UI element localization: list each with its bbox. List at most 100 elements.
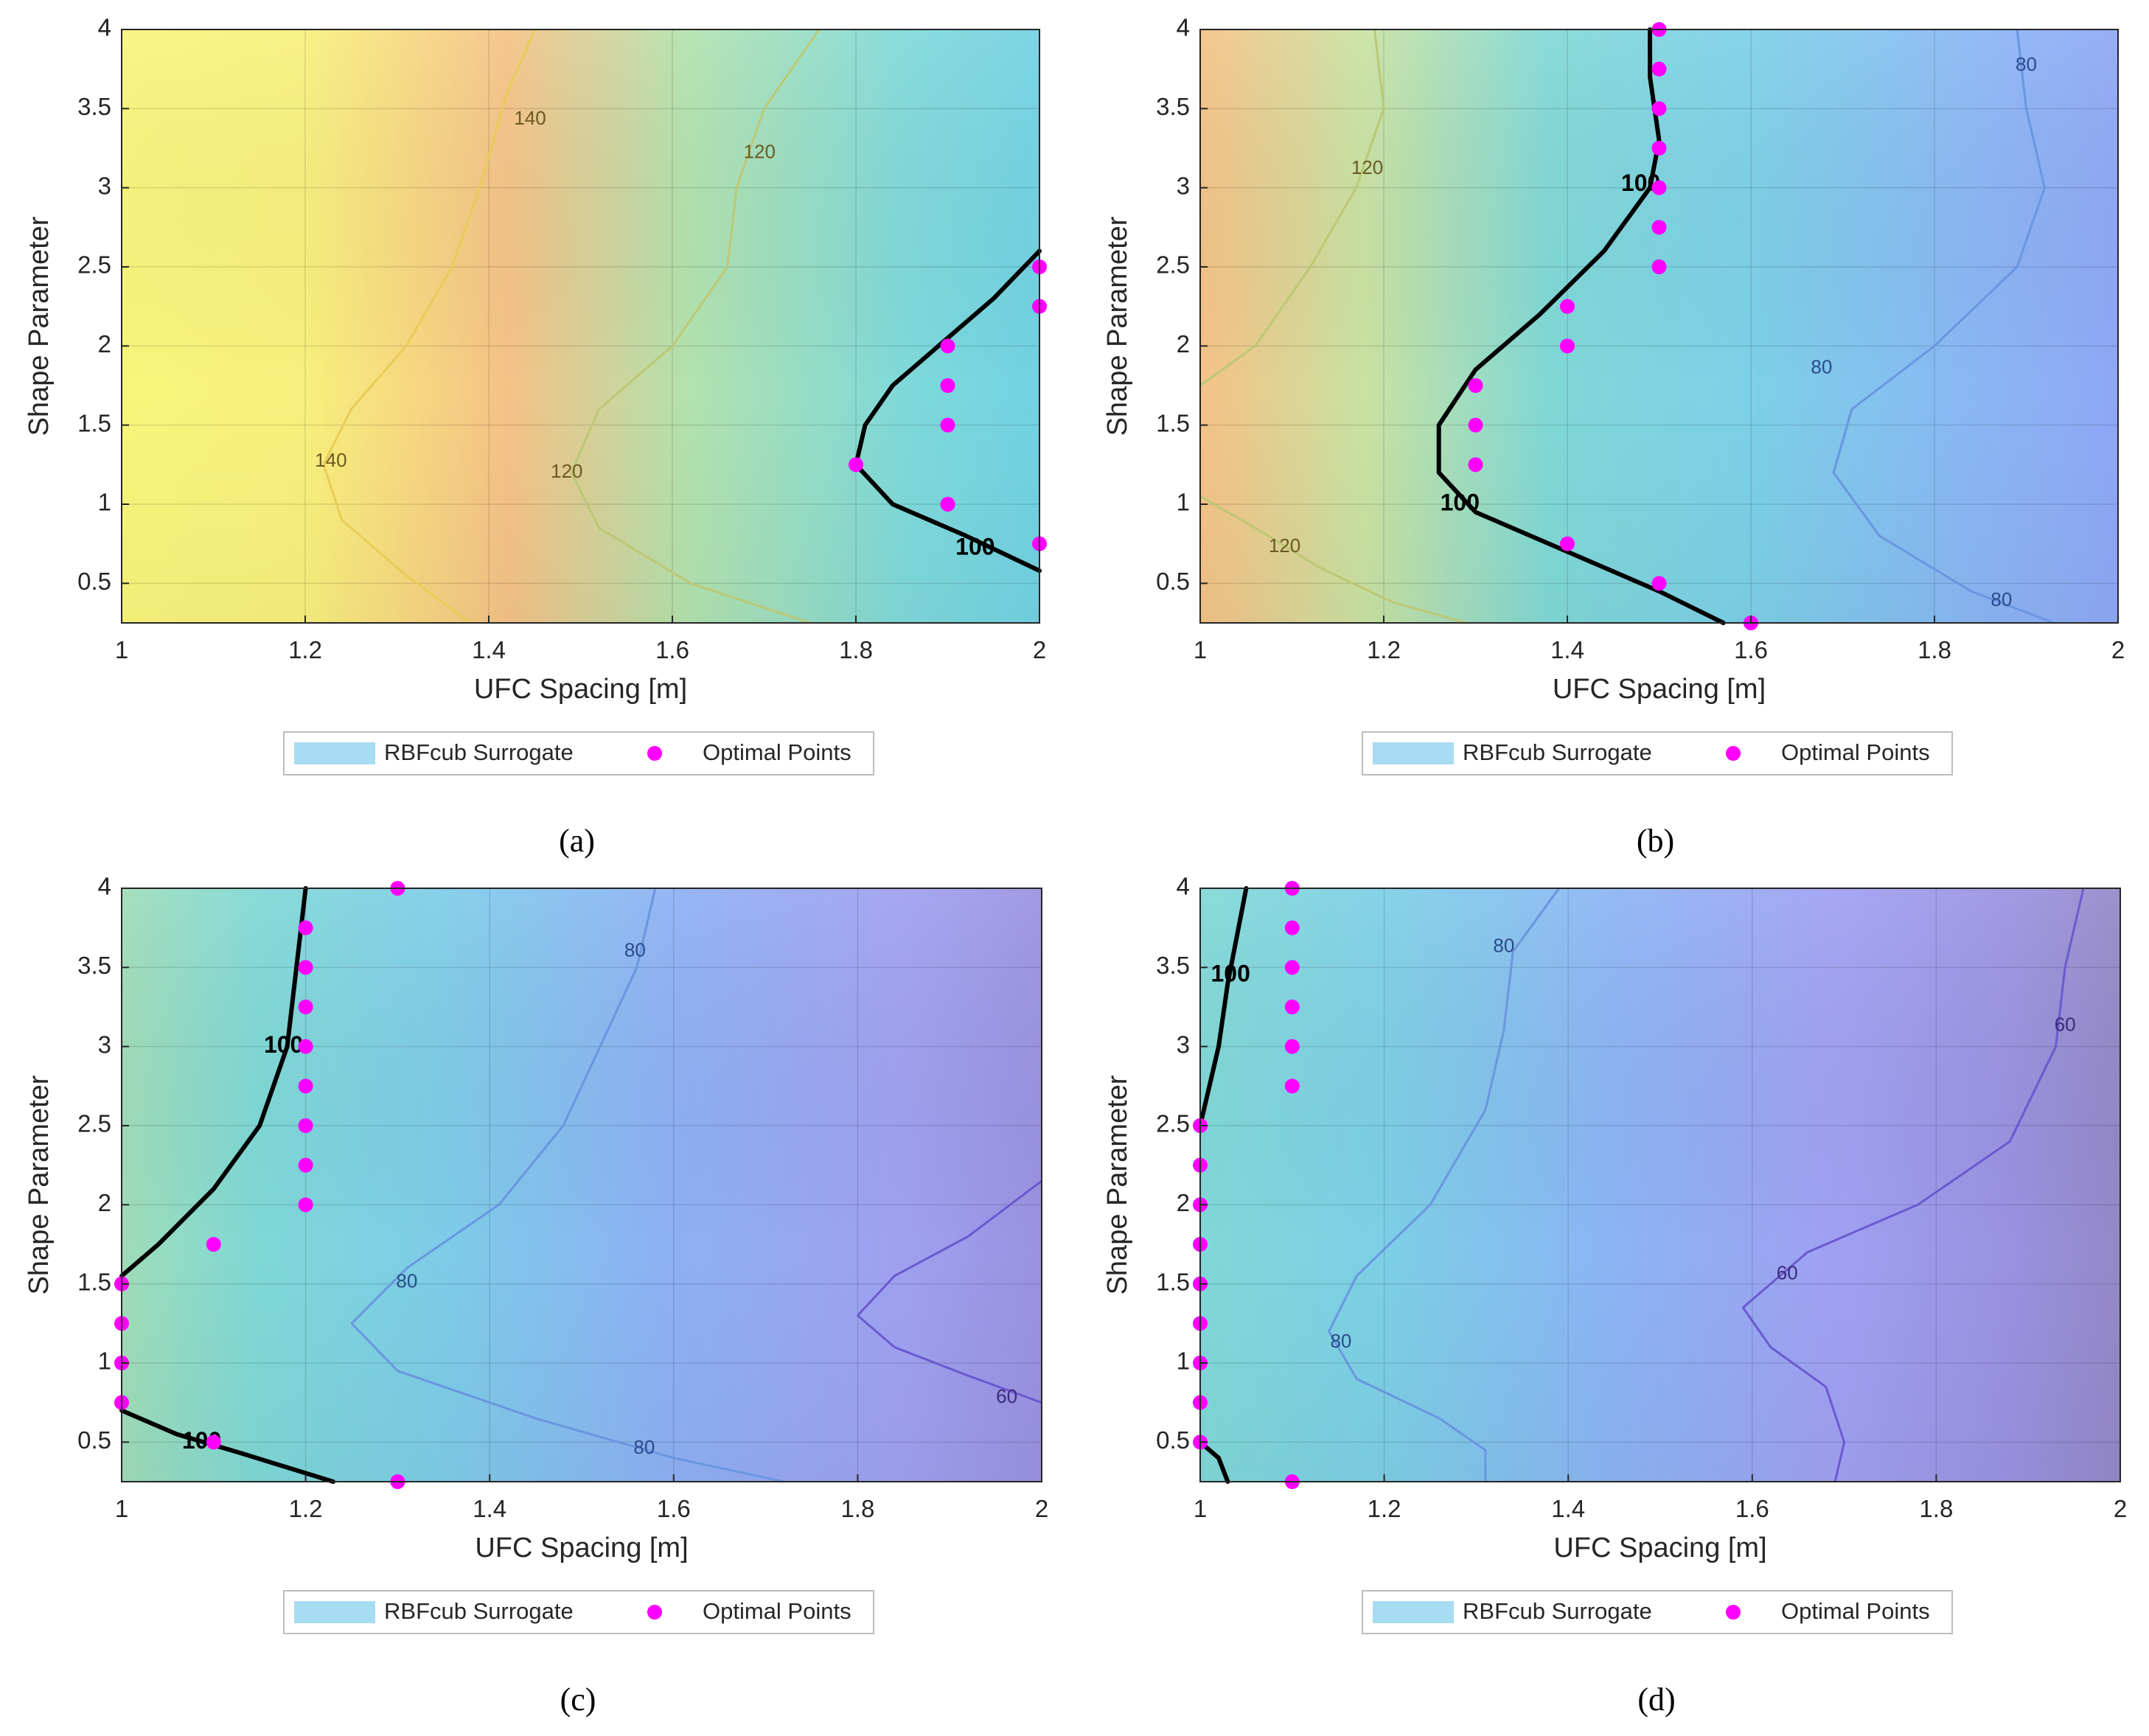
contour-label: 120 xyxy=(1269,534,1300,557)
optimal-point xyxy=(1284,1078,1300,1094)
contour-label: 80 xyxy=(633,1436,655,1458)
boundary-label: 100 xyxy=(1441,489,1480,515)
x-tick-label: 1.6 xyxy=(1735,1495,1769,1522)
y-tick-label: 1.5 xyxy=(1156,409,1190,436)
optimal-point xyxy=(1468,417,1483,433)
legend-point-marker xyxy=(647,1605,662,1620)
contour-label: 140 xyxy=(514,107,546,129)
x-tick-label: 1.2 xyxy=(289,1495,323,1522)
optimal-point xyxy=(1468,378,1483,393)
contour-label: 80 xyxy=(624,939,646,961)
y-tick-label: 0.5 xyxy=(1156,1426,1190,1454)
contour-line-140 xyxy=(322,29,536,624)
legend-surrogate-swatch xyxy=(294,742,375,764)
y-tick-label: 2.5 xyxy=(1156,1110,1190,1137)
y-tick-label: 2.5 xyxy=(77,251,111,279)
legend-points-label: Optimal Points xyxy=(703,1598,851,1624)
contour-label: 140 xyxy=(315,449,346,471)
surface-shading xyxy=(122,888,1042,1482)
y-tick-label: 2 xyxy=(1177,330,1190,358)
y-tick-label: 1 xyxy=(1177,489,1190,516)
x-tick-label: 1.2 xyxy=(288,636,322,663)
optimal-point xyxy=(1651,576,1667,591)
contour-line-120 xyxy=(1199,495,1467,624)
optimal-point xyxy=(1651,180,1667,195)
optimal-point xyxy=(1651,141,1667,156)
x-tick-label: 1 xyxy=(1194,636,1207,663)
x-axis-label: UFC Spacing [m] xyxy=(475,1533,688,1564)
legend-point-marker xyxy=(1726,1605,1741,1620)
panel-d: 80 80 60 60 100 1 1.2 1.4 1.6 1.8 2 4 0.5 1 1.5 2 2.5 3 3.… xyxy=(1102,873,2127,1718)
x-tick-label: 1 xyxy=(115,636,128,663)
y-axis-label: Shape Parameter xyxy=(24,1075,55,1294)
surface-shading xyxy=(122,29,1039,623)
legend-point-marker xyxy=(647,746,662,761)
surface-shading xyxy=(1200,888,2120,1482)
legend-points-label: Optimal Points xyxy=(703,739,851,765)
optimal-point xyxy=(1284,1039,1300,1054)
axes-frame xyxy=(121,888,1042,1482)
boundary-contour-100 xyxy=(1436,27,1726,625)
x-tick-label: 2 xyxy=(2114,1495,2127,1522)
contour-line-80 xyxy=(1328,888,1560,1482)
contour-line-120 xyxy=(570,29,821,624)
optimal-point xyxy=(298,920,313,935)
panel-label: (b) xyxy=(1637,823,1674,859)
x-tick-label: 1.4 xyxy=(472,636,506,663)
y-axis-label: Shape Parameter xyxy=(24,216,55,436)
contour-line-80 xyxy=(350,888,784,1483)
legend-surrogate-label: RBFcub Surrogate xyxy=(1463,1598,1652,1624)
y-tick-label: 3.5 xyxy=(77,952,111,979)
x-tick-label: 1.6 xyxy=(657,1495,691,1522)
optimal-point xyxy=(1651,101,1667,116)
legend: RBFcub Surrogate Optimal Points xyxy=(283,1590,874,1634)
y-tick-label: 0.5 xyxy=(77,568,111,595)
boundary-contour-100 xyxy=(119,886,308,1278)
optimal-point xyxy=(1651,61,1667,77)
x-tick-label: 2 xyxy=(2111,636,2125,663)
optimal-point xyxy=(1284,1000,1300,1014)
optimal-point xyxy=(940,497,955,512)
x-tick-label: 1.6 xyxy=(1734,636,1768,663)
optimal-point xyxy=(1560,338,1575,354)
y-tick-label: 1 xyxy=(98,489,111,516)
y-tick-label: 0.5 xyxy=(1156,568,1190,595)
legend-surrogate-swatch xyxy=(1373,1601,1454,1623)
legend-box xyxy=(283,1590,874,1634)
y-tick-label: 4 xyxy=(1177,873,1190,900)
legend-points-label: Optimal Points xyxy=(1781,739,1930,765)
y-tick-label: 1 xyxy=(1177,1348,1190,1375)
legend-surrogate-swatch xyxy=(294,1601,375,1623)
optimal-point xyxy=(298,960,313,975)
y-tick-label: 3.5 xyxy=(1156,93,1190,120)
contour-label: 120 xyxy=(1351,156,1383,178)
contour-label: 80 xyxy=(1990,588,2012,610)
surface-shading xyxy=(1200,29,2118,623)
x-tick-label: 1.4 xyxy=(1550,636,1584,663)
x-tick-label: 1.4 xyxy=(1551,1495,1585,1522)
boundary-label: 100 xyxy=(1211,961,1250,987)
optimal-point xyxy=(206,1237,221,1252)
contour-line-120 xyxy=(1199,29,1385,387)
optimal-point xyxy=(1284,920,1300,935)
contour-label: 60 xyxy=(2055,1014,2076,1036)
y-tick-label: 1 xyxy=(98,1348,111,1375)
optimal-point xyxy=(1468,457,1483,473)
legend: RBFcub Surrogate Optimal Points xyxy=(283,731,874,775)
y-axis-label: Shape Parameter xyxy=(1102,216,1133,436)
optimal-point xyxy=(940,417,955,433)
y-tick-label: 4 xyxy=(1177,873,1190,900)
optimal-point xyxy=(298,1118,313,1133)
axes-frame xyxy=(1199,29,2119,624)
optimal-point xyxy=(940,338,955,354)
contour-line-60 xyxy=(856,1179,1042,1404)
x-tick-label: 1 xyxy=(115,1495,128,1522)
panel-label: (d) xyxy=(1637,1681,1675,1718)
legend-surrogate-label: RBFcub Surrogate xyxy=(384,739,574,765)
boundary-contour-100 xyxy=(1198,886,1249,1128)
x-axis-label: UFC Spacing [m] xyxy=(1553,674,1766,705)
y-tick-label: 2.5 xyxy=(1156,251,1190,279)
